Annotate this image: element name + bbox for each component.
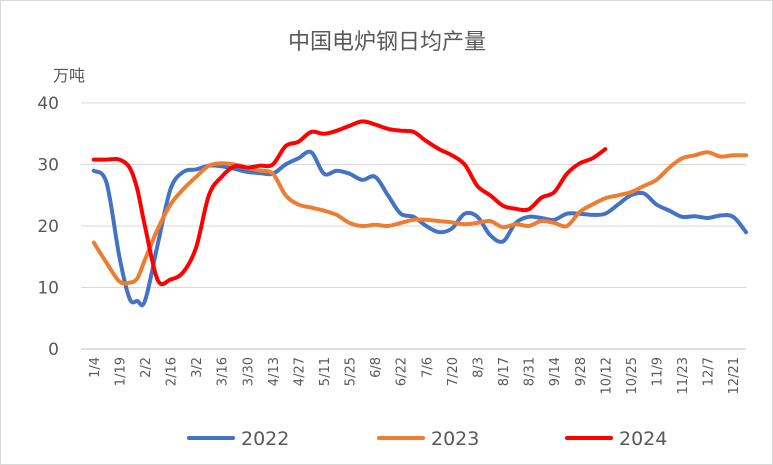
x-tick-label: 2/2 — [139, 357, 154, 378]
x-tick-label: 6/22 — [395, 357, 410, 386]
x-tick-label: 6/8 — [369, 357, 384, 378]
legend-label-2022: 2022 — [241, 428, 289, 450]
y-tick-label: 20 — [37, 217, 59, 237]
x-tick-label: 7/20 — [446, 357, 461, 386]
x-tick-label: 11/9 — [650, 357, 665, 386]
y-tick-label: 30 — [37, 156, 59, 176]
x-tick-label: 9/14 — [548, 357, 563, 386]
x-tick-label: 1/4 — [88, 357, 103, 378]
x-tick-label: 3/30 — [241, 357, 256, 386]
x-tick-label: 7/6 — [420, 357, 435, 378]
chart-title: 中国电炉钢日均产量 — [288, 30, 486, 55]
series-line-2023 — [91, 150, 748, 286]
x-tick-label: 9/28 — [574, 357, 589, 386]
y-tick-label: 10 — [37, 279, 59, 299]
legend-label-2023: 2023 — [431, 428, 479, 450]
series-line-2022 — [91, 149, 748, 308]
x-tick-label: 3/2 — [190, 357, 205, 378]
x-tick-label: 4/13 — [267, 357, 282, 386]
x-tick-label: 4/27 — [292, 357, 307, 386]
x-tick-label: 2/16 — [165, 357, 180, 386]
x-tick-label: 12/7 — [702, 357, 717, 386]
x-tick-label: 8/17 — [497, 357, 512, 386]
x-tick-label: 1/19 — [113, 357, 128, 386]
x-tick-label: 11/23 — [676, 357, 691, 394]
series-line-2024 — [91, 119, 608, 287]
y-tick-label: 40 — [37, 94, 59, 114]
y-axis-unit-label: 万吨 — [53, 66, 85, 85]
x-tick-label: 8/31 — [523, 357, 538, 386]
x-tick-label: 10/12 — [599, 357, 614, 394]
y-tick-label: 0 — [48, 340, 59, 360]
x-tick-label: 5/11 — [318, 357, 333, 386]
x-tick-label: 10/25 — [625, 357, 640, 394]
legend-label-2024: 2024 — [619, 428, 667, 450]
x-tick-label: 12/21 — [727, 357, 742, 394]
x-tick-label: 8/3 — [471, 357, 486, 378]
x-tick-label: 5/25 — [344, 357, 359, 386]
x-tick-label: 3/16 — [216, 357, 231, 386]
